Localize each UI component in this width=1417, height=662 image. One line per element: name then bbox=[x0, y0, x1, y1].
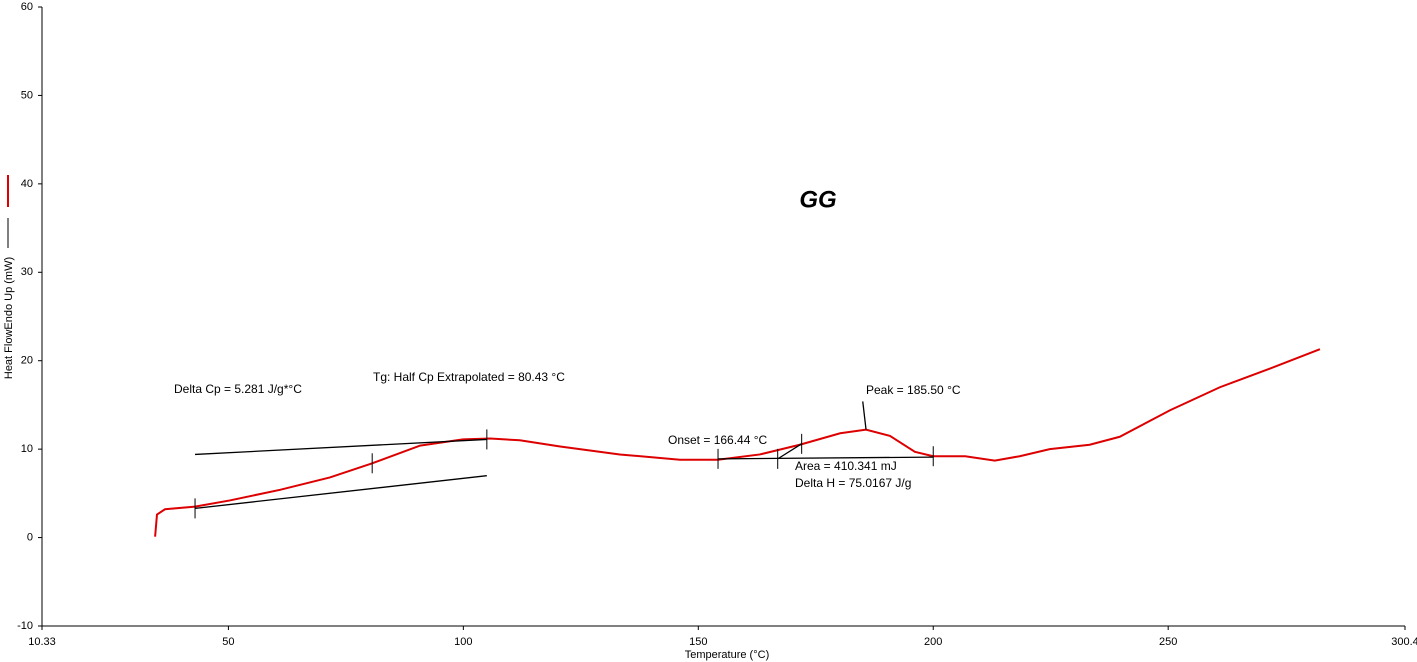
x-tick-label: 300.4 bbox=[1391, 636, 1417, 648]
analysis-line bbox=[195, 438, 487, 456]
x-tick-label: 150 bbox=[689, 636, 707, 648]
y-tick-label: 40 bbox=[21, 178, 33, 190]
x-tick-label: 250 bbox=[1159, 636, 1177, 648]
x-tick-label: 200 bbox=[924, 636, 942, 648]
analysis-line bbox=[718, 456, 934, 460]
x-tick-label: 10.33 bbox=[28, 636, 56, 648]
annotation: Onset = 166.44 °C bbox=[668, 433, 768, 447]
y-tick-label: 10 bbox=[21, 443, 33, 455]
y-tick-label: 60 bbox=[21, 1, 33, 13]
analysis-line bbox=[194, 475, 487, 510]
y-tick-label: 50 bbox=[21, 89, 33, 101]
annotation: Delta H = 75.0167 J/g bbox=[795, 476, 911, 490]
x-axis-label: Temperature (°C) bbox=[685, 649, 769, 661]
chart-title: GG bbox=[799, 186, 836, 213]
x-tick-label: 50 bbox=[222, 636, 234, 648]
annotation: Tg: Half Cp Extrapolated = 80.43 °C bbox=[373, 370, 565, 384]
analysis-line bbox=[862, 401, 867, 430]
y-axis-label: Heat FlowEndo Up (mW) bbox=[3, 257, 15, 379]
annotation: Area = 410.341 mJ bbox=[795, 459, 897, 473]
annotation: Peak = 185.50 °C bbox=[866, 383, 961, 397]
y-tick-label: -10 bbox=[17, 620, 33, 632]
y-tick-label: 20 bbox=[21, 355, 33, 367]
analysis-line bbox=[777, 443, 803, 460]
data-line bbox=[154, 348, 1321, 537]
y-tick-label: 30 bbox=[21, 266, 33, 278]
y-tick-label: 0 bbox=[27, 531, 33, 543]
x-tick-label: 100 bbox=[454, 636, 472, 648]
annotation: Delta Cp = 5.281 J/g*°C bbox=[174, 382, 302, 396]
